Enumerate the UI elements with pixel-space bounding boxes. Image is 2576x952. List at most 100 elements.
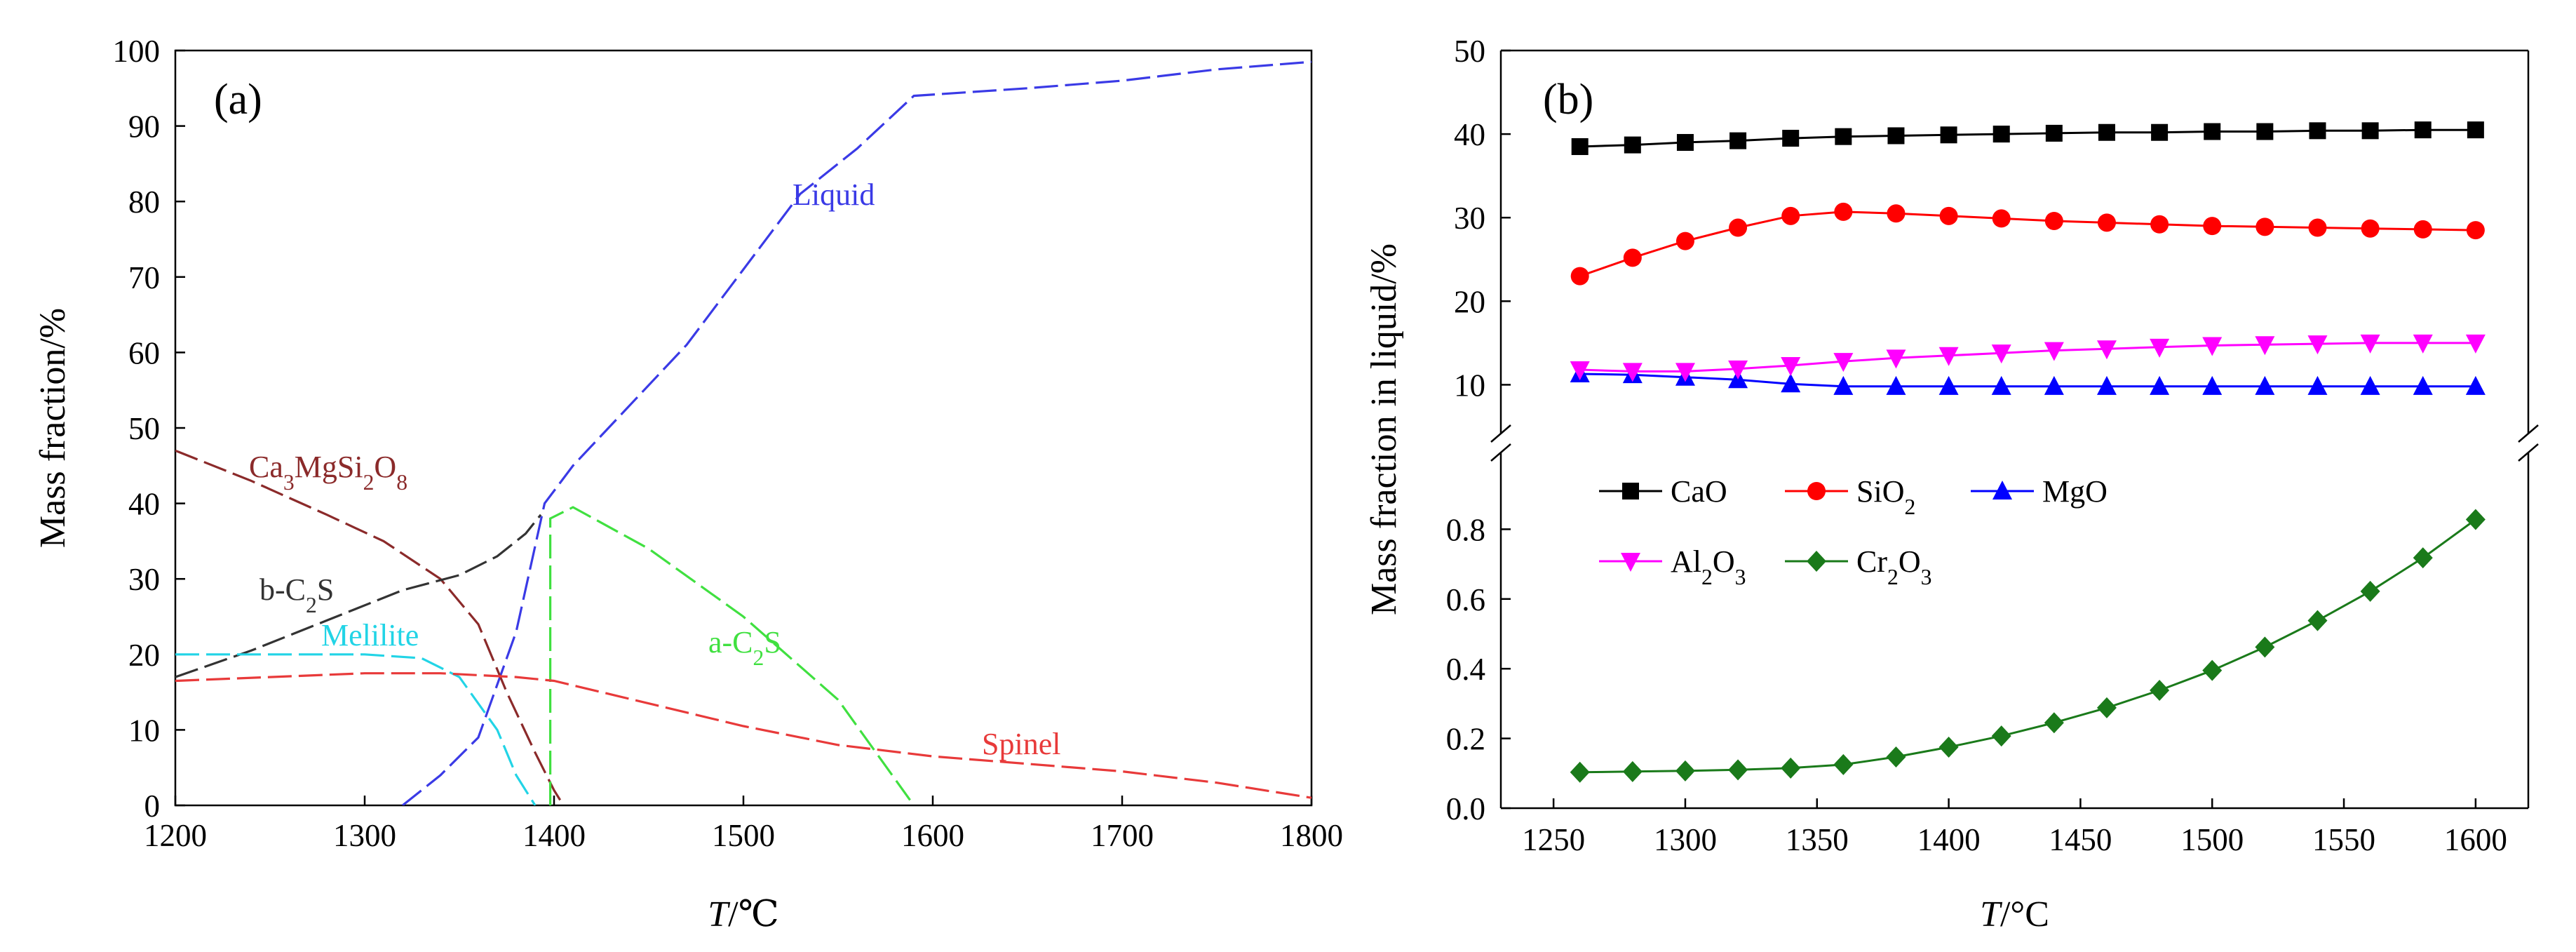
series-label-Liquid: Liquid xyxy=(793,177,875,212)
data-point-MgO xyxy=(2360,375,2380,395)
data-point-MgO xyxy=(2307,375,2328,395)
data-point-Cr2O3 xyxy=(2202,659,2223,681)
data-point-CaO xyxy=(1992,126,2010,143)
y-tick-label: 70 xyxy=(128,260,160,295)
series-CaO xyxy=(1571,121,2484,155)
legend-item-Cr2O3: Cr2O3 xyxy=(1785,544,1931,589)
data-point-Cr2O3 xyxy=(2150,680,2170,702)
data-point-CaO xyxy=(2151,123,2169,141)
subscript: 2 xyxy=(306,593,317,617)
subscript: 2 xyxy=(1887,565,1899,589)
data-point-CaO xyxy=(2414,121,2432,139)
label-part: SiO xyxy=(1856,474,1904,509)
data-point-MgO xyxy=(1991,375,2011,395)
x-tick-label: 1400 xyxy=(522,818,586,853)
data-point-CaO xyxy=(2467,121,2484,139)
data-point-MgO xyxy=(1781,373,1801,393)
data-point-CaO xyxy=(1676,134,1694,152)
label-part: b-C xyxy=(259,572,306,607)
label-part: S xyxy=(764,625,781,659)
y-tick-label: 30 xyxy=(128,562,160,597)
y-tick-label: 20 xyxy=(1454,284,1485,319)
data-point-Cr2O3 xyxy=(2307,610,2328,631)
x-axis-unit: /℃ xyxy=(728,894,779,934)
subscript: 2 xyxy=(753,645,764,670)
data-point-CaO xyxy=(1624,136,1641,154)
data-point-Cr2O3 xyxy=(2255,636,2275,658)
series-label-a-C2S: a-C2S xyxy=(708,625,781,670)
data-point-SiO2 xyxy=(2413,220,2432,239)
data-point-Al2O3 xyxy=(1622,363,1643,382)
data-point-Cr2O3 xyxy=(2360,580,2380,602)
data-point-CaO xyxy=(1887,127,1905,145)
series-line-Spinel xyxy=(175,672,1311,799)
label-part: S xyxy=(317,572,334,607)
axis-break-mark xyxy=(2518,424,2539,443)
y-tick-label: 100 xyxy=(113,34,161,69)
data-point-Cr2O3 xyxy=(1622,760,1643,782)
data-point-Al2O3 xyxy=(1938,347,1959,366)
x-tick-label: 1800 xyxy=(1280,818,1343,853)
series-MgO xyxy=(1570,363,2486,395)
data-point-CaO xyxy=(2098,123,2115,141)
data-point-CaO xyxy=(2309,122,2326,140)
x-axis-variable: T xyxy=(708,894,730,934)
data-point-Al2O3 xyxy=(2096,340,2117,360)
x-tick-label: 1700 xyxy=(1091,818,1154,853)
data-point-SiO2 xyxy=(1992,209,2011,228)
data-point-Cr2O3 xyxy=(1833,753,1854,775)
panel-label-a: (a) xyxy=(214,76,262,123)
data-point-MgO xyxy=(2202,375,2223,395)
x-tick-label: 1550 xyxy=(2312,822,2375,857)
x-tick-label: 1400 xyxy=(1917,822,1981,857)
x-tick-label: 1500 xyxy=(712,818,775,853)
data-point-SiO2 xyxy=(1887,204,1906,223)
legend-item-Al2O3: Al2O3 xyxy=(1599,544,1746,589)
y-tick-label: 10 xyxy=(1454,368,1485,403)
subscript: 2 xyxy=(363,470,375,495)
series-line-CaO xyxy=(1579,128,2476,148)
data-point-Al2O3 xyxy=(2150,338,2170,358)
label-part: O xyxy=(374,450,396,484)
panel-label-b: (b) xyxy=(1543,76,1593,123)
series-lines-a xyxy=(175,60,1311,805)
y-tick-label: 30 xyxy=(1454,201,1485,236)
data-point-Cr2O3 xyxy=(2044,712,2064,734)
data-point-Al2O3 xyxy=(2044,342,2064,361)
label-part: Al xyxy=(1671,544,1701,579)
legend-marker xyxy=(1992,481,2012,500)
label-part: a-C xyxy=(708,625,753,659)
y-tick-label: 40 xyxy=(128,487,160,522)
data-point-MgO xyxy=(1886,375,1906,395)
data-point-SiO2 xyxy=(2203,217,2222,236)
y-tick-label: 80 xyxy=(128,185,160,220)
legend-label: SiO2 xyxy=(1856,474,1915,519)
panel-a-phase-fraction-chart: 1200 1300 1400 1500 1600 1700 1800 0 10 20 30 40 50 6… xyxy=(33,34,1343,934)
data-point-Al2O3 xyxy=(2465,334,2486,354)
data-point-MgO xyxy=(2465,375,2486,395)
series-label-b-C2S: b-C2S xyxy=(259,572,334,617)
data-point-MgO xyxy=(2413,375,2433,395)
data-point-Al2O3 xyxy=(1781,357,1801,377)
subscript: 3 xyxy=(1921,565,1932,589)
label-part: Ca xyxy=(249,450,283,484)
subscript: 2 xyxy=(1904,495,1915,519)
label-part: Cr xyxy=(1856,544,1887,579)
data-point-SiO2 xyxy=(1939,206,1958,225)
series-label-Spinel: Spinel xyxy=(982,727,1060,761)
legend-label: Cr2O3 xyxy=(1856,544,1931,589)
data-point-SiO2 xyxy=(1729,218,1748,237)
series-line-Al2O3 xyxy=(1579,342,2476,373)
data-point-SiO2 xyxy=(2150,215,2169,234)
y-tick-label: 0.4 xyxy=(1446,652,1485,687)
data-point-SiO2 xyxy=(2044,211,2063,230)
series-line-SiO2 xyxy=(1579,210,2476,278)
data-point-MgO xyxy=(2150,375,2170,395)
x-tick-label: 1350 xyxy=(1786,822,1849,857)
data-point-Al2O3 xyxy=(1991,344,2011,364)
data-point-CaO xyxy=(1835,128,1852,145)
y-tick-label: 10 xyxy=(128,713,160,748)
plot-frame-a xyxy=(174,49,1313,807)
x-tick-label: 1600 xyxy=(901,818,964,853)
